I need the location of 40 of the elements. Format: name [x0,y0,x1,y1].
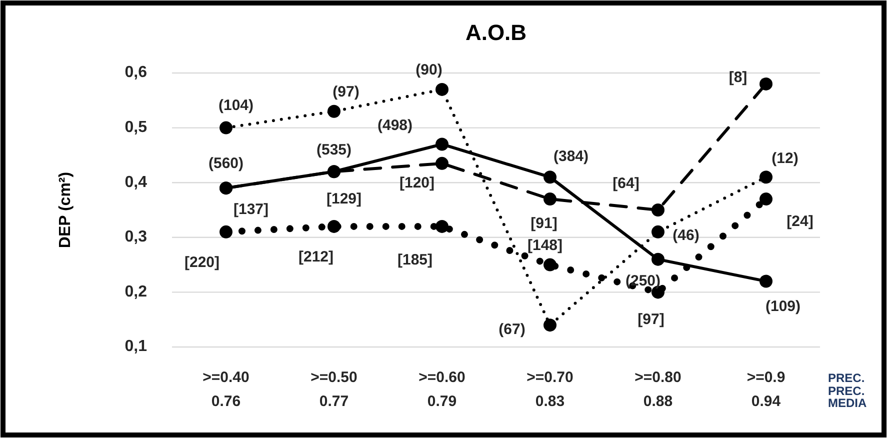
annotation: (104) [218,96,254,114]
y-tick-label: 0,2 [124,283,148,300]
y-axis-title: DEP (cm²) [57,172,74,248]
annotation: (67) [498,321,526,338]
annotation: (250) [625,272,661,290]
x-tick-label: >=0.70 0.83 [526,369,574,410]
x-tick-label: >=0.9 0.94 [746,369,786,410]
chart-title: A.O.B [465,20,527,45]
annotation: (498) [377,117,413,134]
annotation: (560) [208,155,244,172]
y-tick-label: 0,6 [124,64,148,82]
annotation: (46) [672,226,700,244]
annotation: (535) [316,142,352,159]
annotation: (384) [553,148,589,166]
y-tick-label: 0,1 [124,338,148,356]
x-tick-label: >=0.60 0.79 [418,369,466,410]
x-tick-label: >=0.50 0.77 [310,369,358,410]
annotation: [148] [527,236,563,254]
annotation: [24] [786,213,814,230]
annotation: [212] [298,248,334,266]
y-tick-label: 0,5 [124,119,148,136]
annotation: [120] [399,174,435,192]
x-tick-label: >=0.40 0.76 [202,369,250,410]
annotation: [129] [326,190,362,208]
annotation: [97] [638,311,664,328]
annotation: (12) [772,150,798,168]
annotation: [8] [728,68,748,86]
y-tick-label: 0,3 [124,228,148,246]
annotation: (97) [332,83,360,100]
y-tick-label: 0,4 [124,174,148,191]
annotation: [91] [530,215,558,232]
annotation: [185] [397,251,433,268]
text: PREC. MEDIA [828,384,867,410]
x-tick-label: >=0.80 0.88 [634,369,682,410]
annotation: [220] [184,254,220,271]
annotation: (90) [416,61,442,78]
text: PREC. [828,371,865,385]
annotation: (109) [765,298,801,316]
annotation: [137] [233,201,269,218]
annotation: [64] [612,174,640,192]
